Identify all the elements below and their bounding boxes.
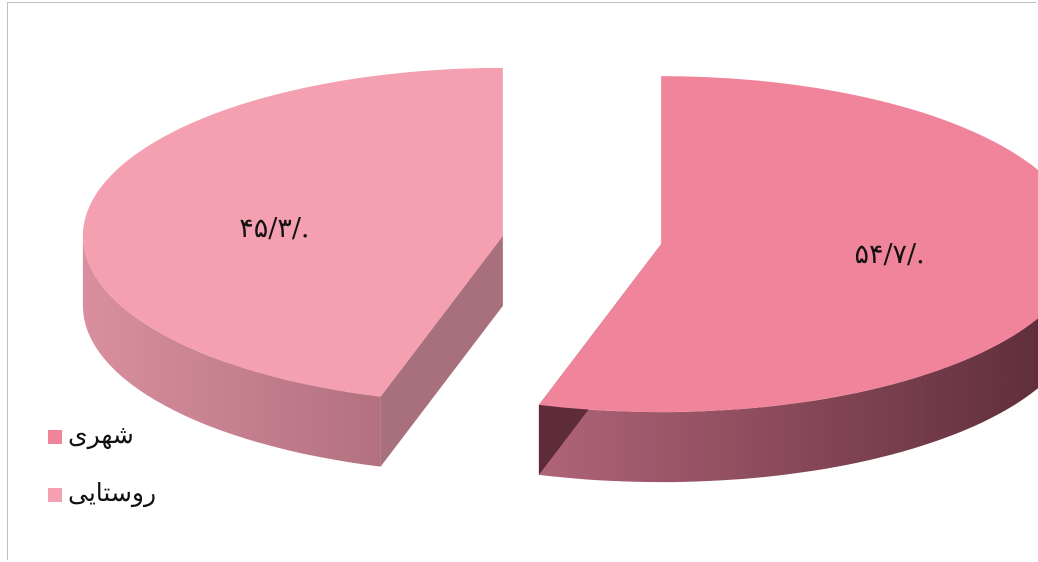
slice-top-0 <box>538 76 1038 413</box>
legend-label-urban: شهری <box>68 420 134 449</box>
chart-frame <box>7 2 1036 560</box>
legend: شهری روستایی <box>40 420 200 536</box>
slice-label-0: ۵۴/۷/. <box>854 239 924 270</box>
slice-side-0 <box>538 318 1038 483</box>
legend-label-rural: روستایی <box>68 478 157 507</box>
legend-swatch-rural <box>48 488 62 502</box>
legend-item-rural: روستایی <box>40 478 200 536</box>
slice-top-1 <box>82 67 503 397</box>
slice-label-1: ۴۵/۳/. <box>239 213 309 244</box>
slice-wall-start-1 <box>380 235 503 467</box>
legend-swatch-urban <box>48 430 62 444</box>
legend-item-urban: شهری <box>40 420 200 478</box>
slice-side-1 <box>82 235 381 467</box>
